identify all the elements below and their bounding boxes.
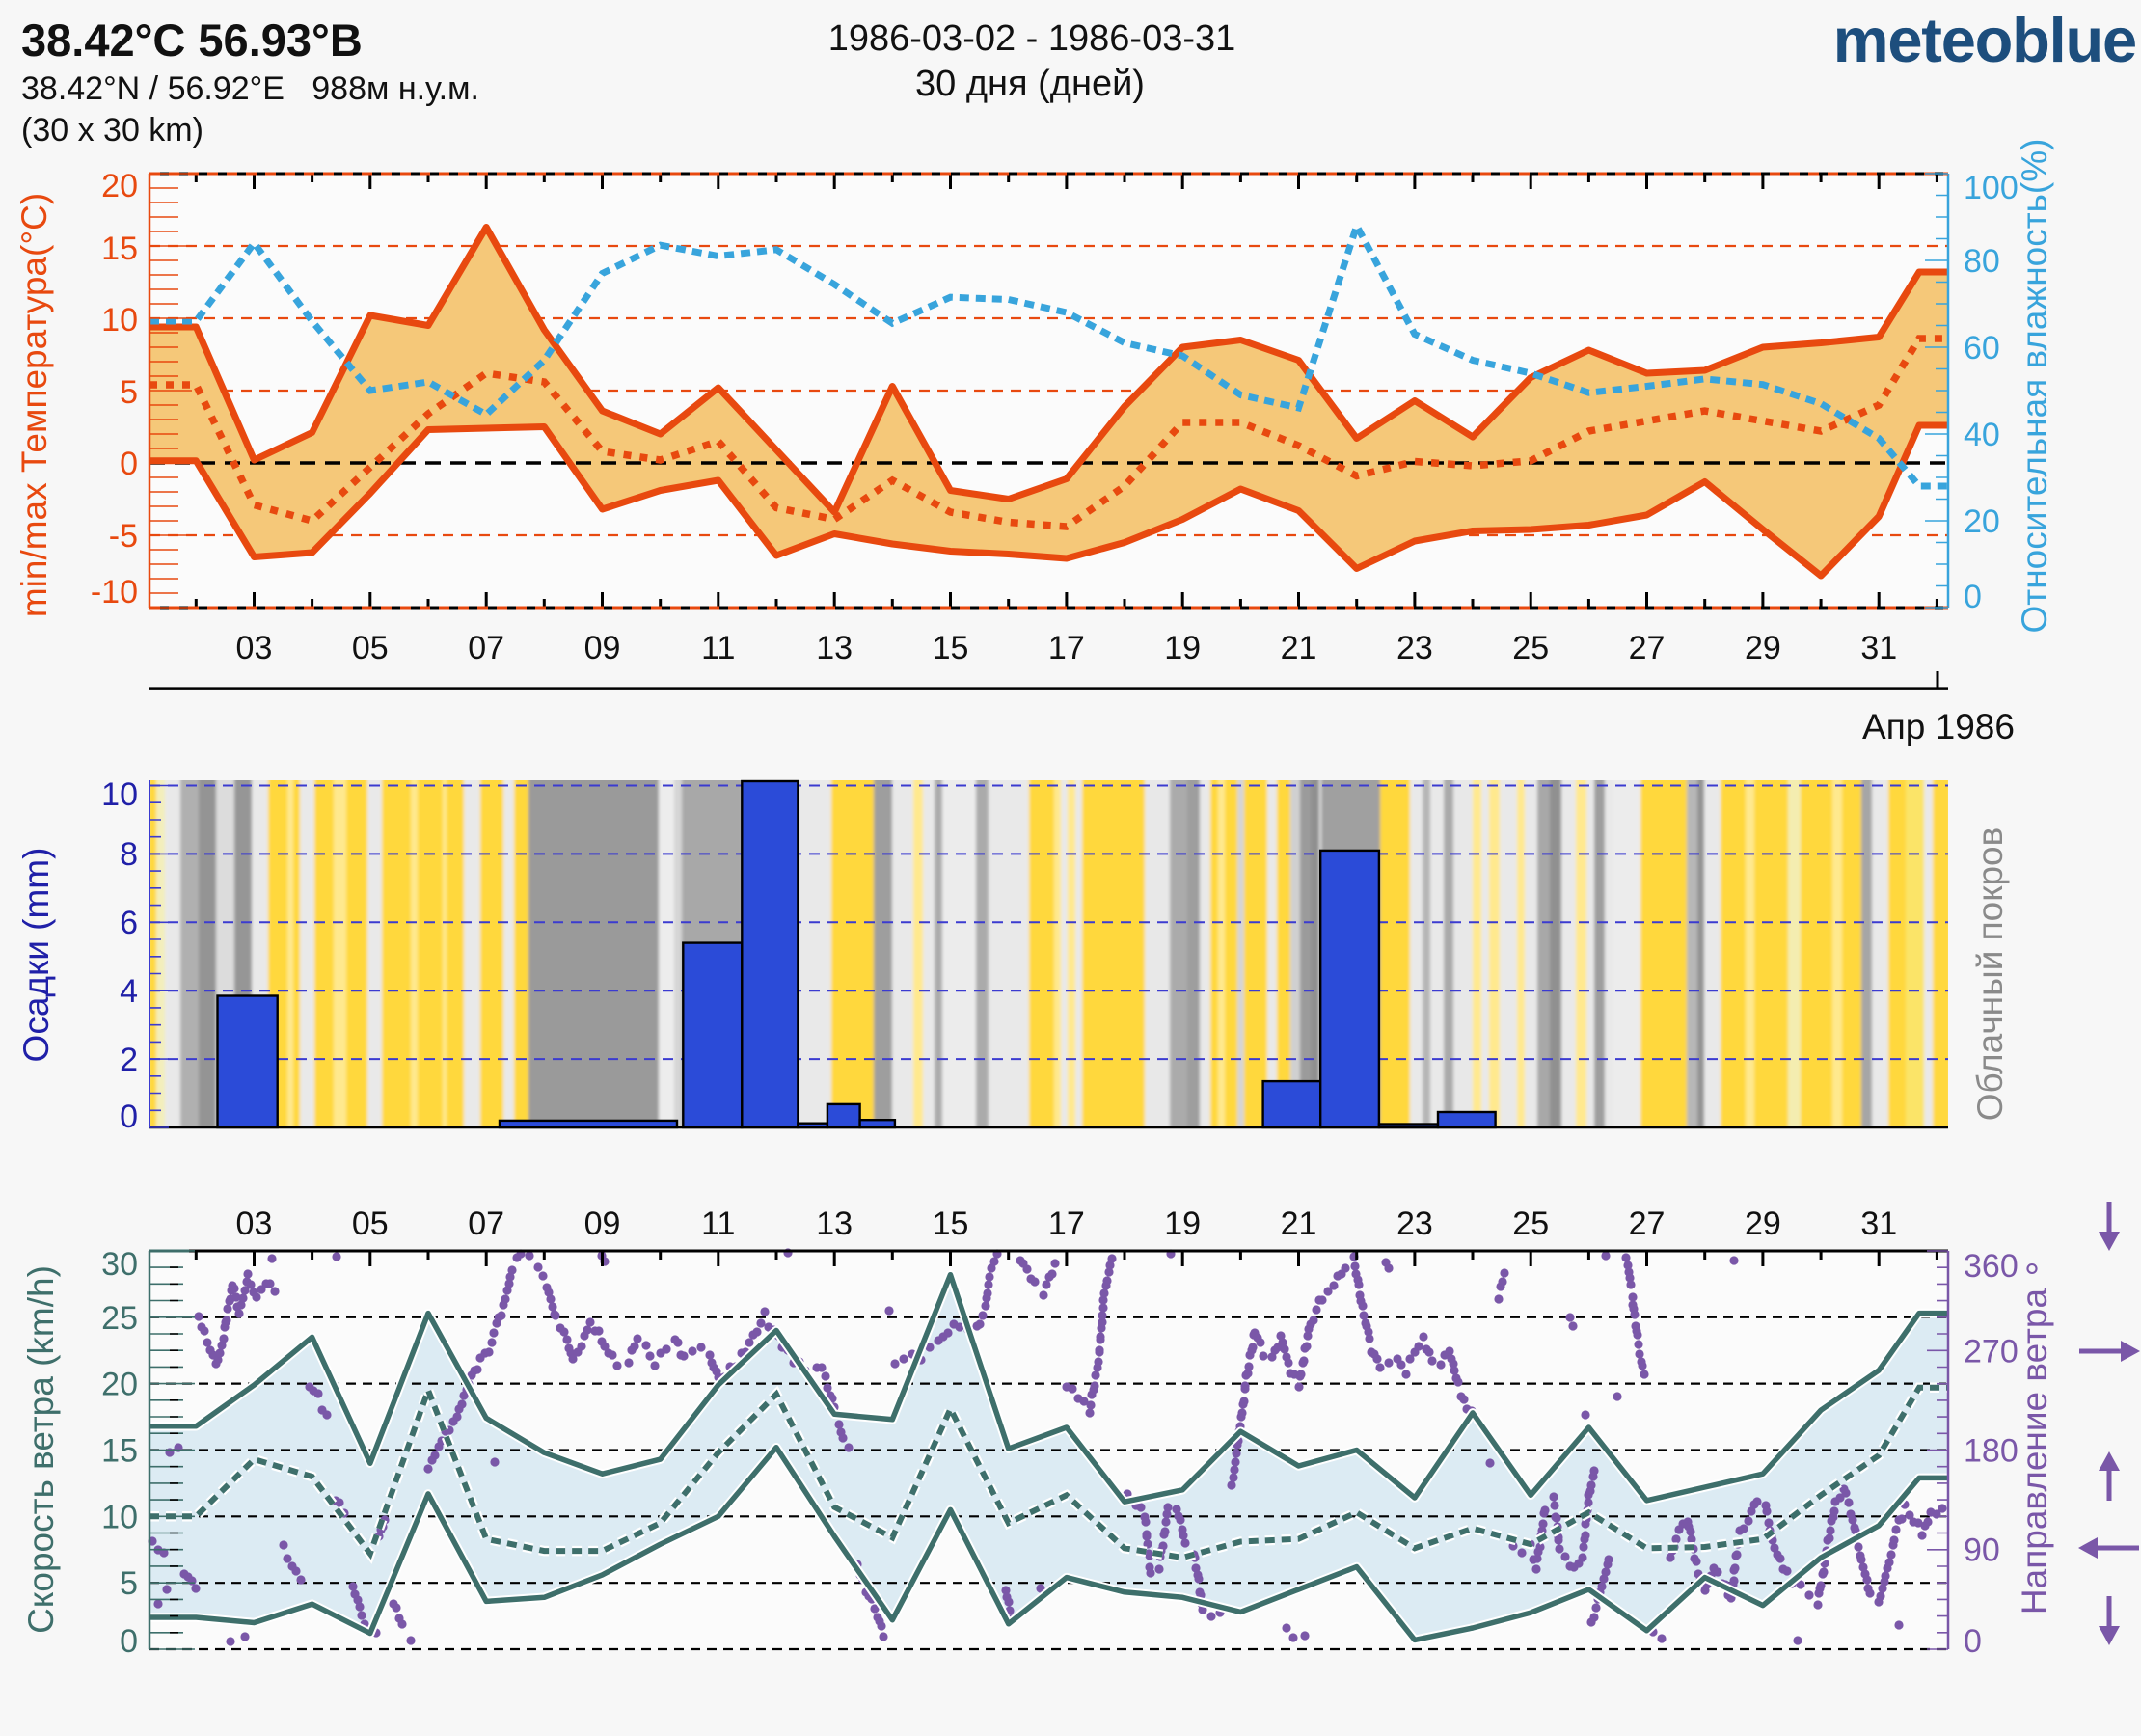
svg-text:Скорость ветра (km/h): Скорость ветра (km/h): [21, 1265, 61, 1634]
svg-text:25: 25: [1512, 630, 1549, 666]
svg-text:20: 20: [101, 1367, 138, 1403]
svg-text:03: 03: [236, 630, 273, 666]
svg-text:5: 5: [120, 1565, 138, 1602]
svg-text:5: 5: [120, 374, 138, 411]
svg-text:23: 23: [1396, 630, 1433, 666]
svg-text:Апр 1986: Апр 1986: [1862, 707, 2015, 746]
svg-text:10: 10: [101, 1499, 138, 1535]
svg-text:13: 13: [816, 1206, 853, 1242]
svg-text:meteoblue: meteoblue: [1833, 5, 2136, 75]
svg-text:6: 6: [120, 905, 138, 941]
svg-text:30: 30: [101, 1246, 138, 1283]
svg-text:100: 100: [1964, 170, 2019, 206]
svg-text:0: 0: [120, 1099, 138, 1135]
svg-text:-5: -5: [109, 518, 138, 555]
svg-text:27: 27: [1629, 1206, 1666, 1242]
svg-text:Облачный покров: Облачный покров: [1970, 827, 2010, 1122]
svg-text:19: 19: [1164, 630, 1201, 666]
svg-text:07: 07: [468, 630, 504, 666]
svg-text:30 дня (дней): 30 дня (дней): [915, 64, 1145, 104]
svg-text:09: 09: [584, 630, 621, 666]
svg-text:17: 17: [1048, 630, 1085, 666]
svg-text:09: 09: [584, 1206, 621, 1242]
svg-text:31: 31: [1860, 1206, 1897, 1242]
svg-text:Направление ветра: Направление ветра: [2015, 1288, 2054, 1615]
svg-text:0: 0: [1964, 1623, 1982, 1660]
svg-text:25: 25: [1512, 1206, 1549, 1242]
svg-text:11: 11: [701, 1206, 735, 1242]
svg-text:0: 0: [120, 1623, 138, 1660]
svg-text:10: 10: [101, 302, 138, 339]
svg-text:8: 8: [120, 836, 138, 873]
svg-text:15: 15: [101, 231, 138, 267]
svg-text:0: 0: [1964, 579, 1982, 615]
svg-text:17: 17: [1048, 1206, 1085, 1242]
svg-text:27: 27: [1629, 630, 1666, 666]
svg-text:10: 10: [101, 776, 138, 813]
svg-text:21: 21: [1281, 1206, 1317, 1242]
svg-text:15: 15: [933, 630, 969, 666]
svg-text:80: 80: [1964, 243, 2000, 280]
svg-text:38.42°N / 56.92°E 988м н.у.м: 38.42°N / 56.92°E 988м н.у.м.: [21, 70, 479, 107]
svg-text:0: 0: [120, 446, 138, 482]
svg-text:31: 31: [1860, 630, 1897, 666]
svg-text:25: 25: [101, 1300, 138, 1337]
svg-text:min/max Температура(°C): min/max Температура(°C): [14, 193, 54, 617]
svg-text:05: 05: [352, 1206, 389, 1242]
svg-text:-10: -10: [91, 574, 138, 610]
svg-text:13: 13: [816, 630, 853, 666]
svg-text:1986-03-02 - 1986-03-31: 1986-03-02 - 1986-03-31: [828, 18, 1236, 59]
svg-text:Осадки (mm): Осадки (mm): [16, 848, 56, 1063]
svg-text:20: 20: [101, 168, 138, 204]
svg-text:05: 05: [352, 630, 389, 666]
svg-text:19: 19: [1164, 1206, 1201, 1242]
svg-text:(30 x 30 km): (30 x 30 km): [21, 112, 203, 149]
svg-text:23: 23: [1396, 1206, 1433, 1242]
svg-text:07: 07: [468, 1206, 504, 1242]
svg-text:11: 11: [701, 630, 735, 666]
svg-text:38.42°C 56.93°В: 38.42°C 56.93°В: [21, 14, 363, 66]
svg-text:20: 20: [1964, 503, 2000, 540]
svg-text:180: 180: [1964, 1433, 2019, 1470]
svg-text:90: 90: [1964, 1533, 2000, 1569]
svg-text:40: 40: [1964, 417, 2000, 453]
svg-text:Относительная влажность(%): Относительная влажность(%): [2015, 139, 2054, 634]
svg-text:29: 29: [1745, 630, 1781, 666]
svg-text:60: 60: [1964, 330, 2000, 366]
svg-text:21: 21: [1281, 630, 1317, 666]
svg-text:15: 15: [101, 1433, 138, 1470]
svg-text:°: °: [2024, 1257, 2040, 1299]
svg-text:03: 03: [236, 1206, 273, 1242]
svg-text:29: 29: [1745, 1206, 1781, 1242]
svg-text:270: 270: [1964, 1333, 2019, 1370]
svg-text:360: 360: [1964, 1248, 2019, 1285]
svg-text:2: 2: [120, 1042, 138, 1078]
svg-text:15: 15: [933, 1206, 969, 1242]
svg-text:4: 4: [120, 973, 138, 1010]
